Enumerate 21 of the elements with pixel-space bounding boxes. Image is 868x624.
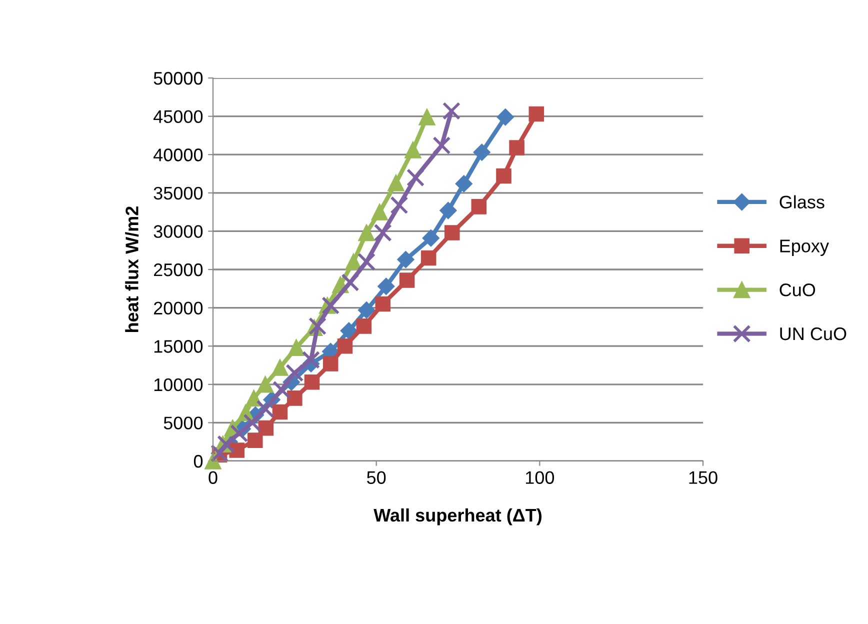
- y-tick-label: 10000: [154, 378, 203, 392]
- y-tick-label: 30000: [154, 225, 203, 238]
- x-axis-title: Wall superheat (ΔT): [374, 508, 542, 526]
- x-tick-label: 50: [367, 471, 386, 484]
- legend-label: Epoxy: [780, 240, 829, 256]
- y-tick-label: 25000: [154, 263, 203, 276]
- legend-label: Glass: [780, 195, 824, 208]
- y-tick-label: 40000: [153, 148, 203, 162]
- y-tick-label: 20000: [154, 302, 203, 315]
- x-tick-label: 100: [526, 471, 554, 484]
- y-axis-title: heat flux W/m2: [125, 206, 139, 332]
- legend-label: UN CuO: [780, 327, 846, 340]
- legend-label: CuO: [780, 284, 816, 296]
- y-tick-label: 5000: [164, 416, 203, 430]
- y-tick-label: 50000: [154, 72, 203, 85]
- x-tick-label: 0: [208, 471, 218, 484]
- y-tick-label: 0: [194, 454, 203, 468]
- y-tick-label: 35000: [154, 186, 203, 200]
- y-tick-label: 15000: [154, 340, 203, 353]
- y-tick-label: 45000: [153, 110, 203, 124]
- x-tick-label: 150: [689, 471, 718, 484]
